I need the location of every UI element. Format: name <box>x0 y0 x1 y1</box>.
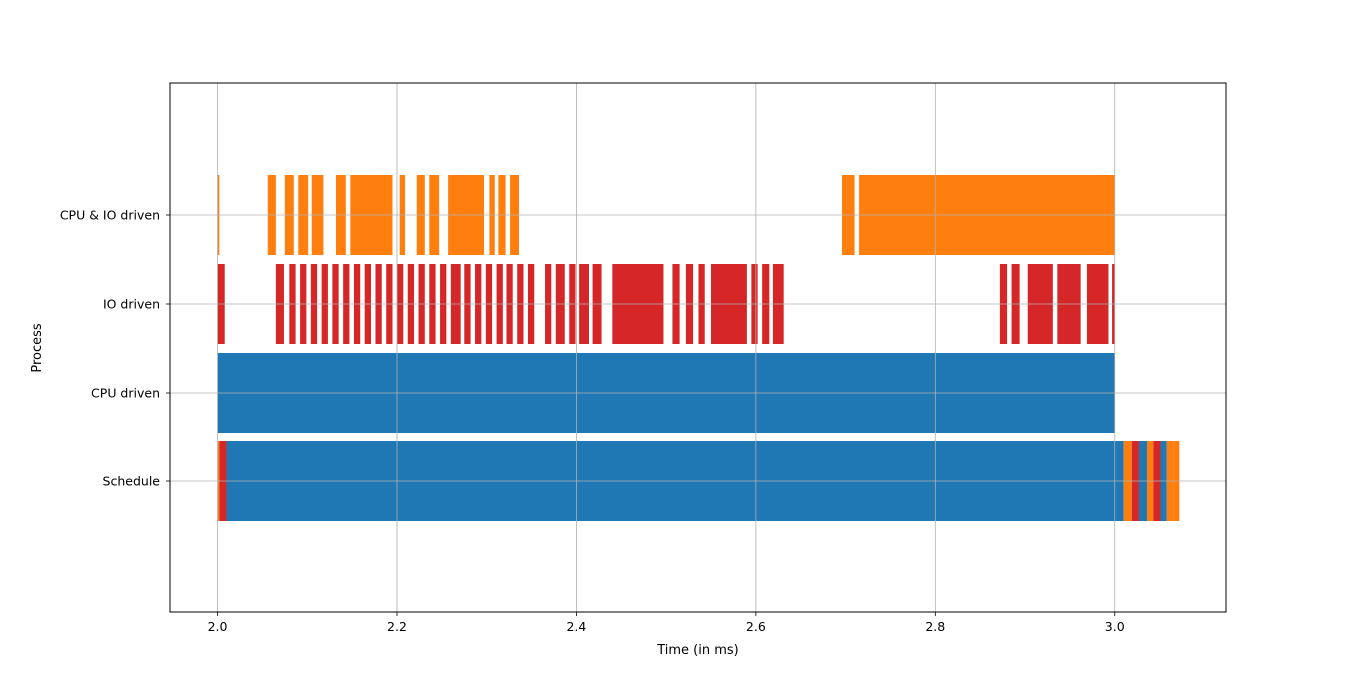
y-tick-label-cpu-and-io-driven: CPU & IO driven <box>60 208 160 223</box>
x-axis-label: Time (in ms) <box>656 643 739 658</box>
x-tick-label-2: 2.4 <box>566 619 586 634</box>
bars-layer <box>217 175 1180 521</box>
x-tick-label-1: 2.2 <box>387 619 407 634</box>
plot-frame <box>169 82 1227 613</box>
x-tick-label-0: 2.0 <box>208 619 228 634</box>
x-tick-label-4: 2.8 <box>925 619 945 634</box>
y-axis-label: Process <box>30 323 45 373</box>
y-tick-label-schedule: Schedule <box>103 474 161 489</box>
grid-layer <box>170 83 1226 612</box>
x-tick-label-3: 2.6 <box>746 619 766 634</box>
y-tick-label-io-driven: IO driven <box>103 297 160 312</box>
y-tick-label-cpu-driven: CPU driven <box>91 386 160 401</box>
x-tick-label-5: 3.0 <box>1105 619 1125 634</box>
y-axis-ticks: Schedule CPU driven IO driven CPU & IO driv… <box>60 208 170 489</box>
x-axis-ticks: 2.0 2.2 2.4 2.6 2.8 3.0 <box>208 612 1125 634</box>
